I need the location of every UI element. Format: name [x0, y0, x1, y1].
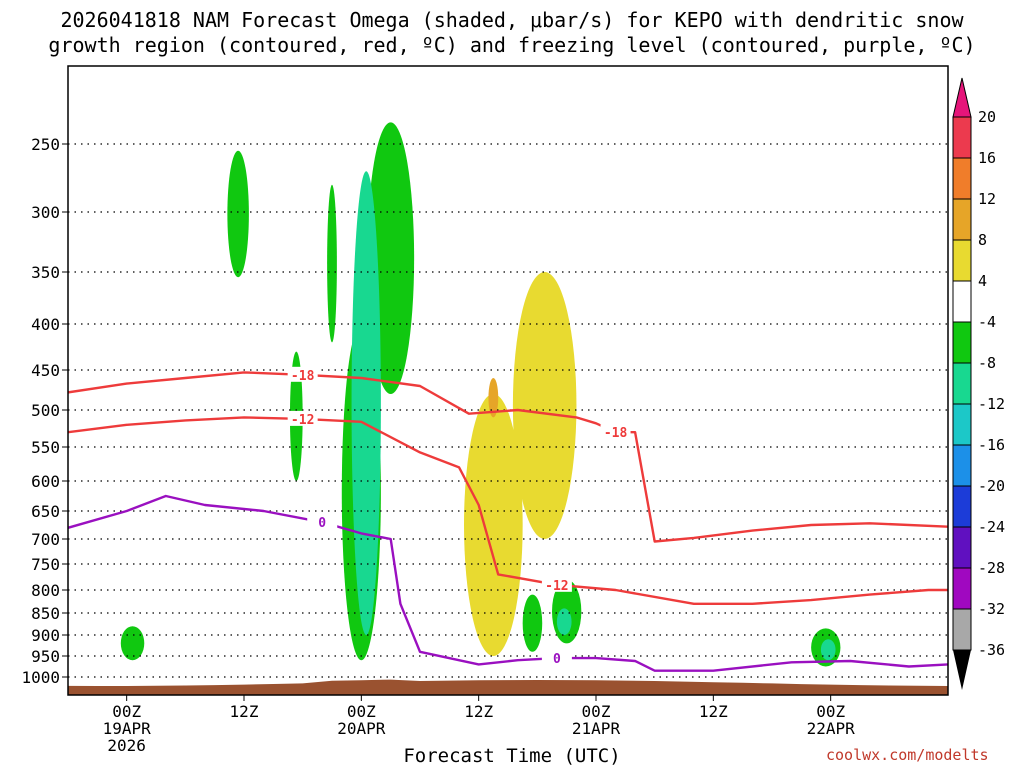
y-tick-600: 600: [31, 472, 60, 491]
colorbar-swatch-5: [952, 321, 972, 364]
y-tick-1000: 1000: [21, 668, 60, 687]
colorbar: 20 16 12 8 4 -4 -8 -12 -16 -20 -24 -28 -32 -36: [952, 77, 1005, 690]
contour-line--18-0: [68, 371, 948, 543]
x-tick-label-0-0: 00Z: [112, 702, 141, 721]
colorbar-label-2: 12: [978, 190, 996, 208]
colorbar-label-8: -16: [978, 436, 1005, 454]
colorbar-swatch-9: [952, 485, 972, 528]
x-tick-label-24-0: 00Z: [347, 702, 376, 721]
x-tick-label-72-0: 00Z: [816, 702, 845, 721]
colorbar-swatch-11: [952, 567, 972, 610]
colorbar-swatch-12: [952, 608, 972, 651]
colorbar-swatch-3: [952, 239, 972, 282]
colorbar-label-6: -8: [978, 354, 996, 372]
y-tick-950: 950: [31, 647, 60, 666]
colorbar-swatch-1: [952, 157, 972, 200]
credit-link[interactable]: coolwx.com/modelts: [826, 746, 989, 764]
x-axis-label: Forecast Time (UTC): [403, 745, 621, 767]
x-tick-label-60-0: 12Z: [699, 702, 728, 721]
omega-region-6: [522, 594, 543, 652]
contour-label-bg: [287, 410, 318, 426]
x-tick-label-72-1: 22APR: [807, 719, 856, 738]
contour-label-bg: [541, 576, 572, 592]
omega-region-9: [351, 171, 381, 635]
x-tick-label-0-1: 19APR: [103, 719, 152, 738]
omega-region-11: [820, 639, 836, 661]
omega-region-3: [327, 184, 337, 343]
colorbar-swatch-4: [952, 280, 972, 323]
pressure-axis: 250 300 350 400 450 500 550 600 650 700 750 800 850 9…: [21, 135, 68, 687]
contour-label-0-0: 0: [318, 516, 326, 531]
y-tick-750: 750: [31, 555, 60, 574]
omega-region-14: [488, 378, 499, 418]
y-tick-650: 650: [31, 502, 60, 521]
contour-label-bg: [307, 514, 338, 530]
colorbar-label-3: 8: [978, 231, 987, 249]
contour-label--12-1: -12: [545, 579, 568, 594]
contour-label-bg: [541, 650, 572, 666]
contour-label--18-0: -18: [291, 369, 315, 384]
colorbar-label-9: -20: [978, 477, 1005, 495]
colorbar-label-7: -12: [978, 395, 1005, 413]
omega-region-10: [556, 608, 572, 635]
ground-terrain: [68, 679, 948, 695]
colorbar-label-4: 4: [978, 272, 987, 290]
y-tick-700: 700: [31, 530, 60, 549]
colorbar-label-12: -32: [978, 600, 1005, 618]
colorbar-label-1: 16: [978, 149, 996, 167]
x-tick-label-36-0: 12Z: [464, 702, 493, 721]
y-tick-800: 800: [31, 581, 60, 600]
y-tick-300: 300: [31, 203, 60, 222]
contour-label-bg: [287, 366, 318, 382]
colorbar-label-5: -4: [978, 313, 996, 331]
contour-layer: -18 -18 -12 -12 0 0: [68, 366, 948, 672]
colorbar-label-0: 20: [978, 108, 996, 126]
x-tick-label-0-2: 2026: [107, 736, 146, 755]
contour-label-bg: [600, 424, 631, 440]
y-tick-900: 900: [31, 626, 60, 645]
chart-title-line-1: 2026041818 NAM Forecast Omega (shaded, μ…: [60, 8, 964, 32]
colorbar-label-10: -24: [978, 518, 1005, 536]
colorbar-label-11: -28: [978, 559, 1005, 577]
omega-region-0: [120, 626, 145, 661]
contour-label--18-1: -18: [604, 426, 628, 441]
y-tick-500: 500: [31, 401, 60, 420]
plot-frame: [67, 65, 949, 696]
x-tick-label-12-0: 12Z: [230, 702, 259, 721]
y-tick-350: 350: [31, 263, 60, 282]
colorbar-swatch-7: [952, 403, 972, 446]
colorbar-swatch-0: [952, 116, 972, 159]
colorbar-top-arrow: [952, 77, 972, 118]
contour-line--12-1: [68, 416, 948, 605]
chart-title-line-2: growth region (contoured, red, ºC) and f…: [48, 33, 976, 57]
omega-region-13: [512, 272, 577, 539]
x-tick-label-48-1: 21APR: [572, 719, 621, 738]
colorbar-swatch-2: [952, 198, 972, 241]
x-tick-label-24-1: 20APR: [337, 719, 386, 738]
colorbar-swatch-6: [952, 362, 972, 405]
colorbar-swatch-10: [952, 526, 972, 569]
contour-line-0-2: [68, 494, 948, 672]
y-tick-250: 250: [31, 135, 60, 154]
colorbar-bottom-arrow: [953, 650, 971, 690]
y-tick-550: 550: [31, 438, 60, 457]
y-tick-450: 450: [31, 361, 60, 380]
omega-region-1: [227, 150, 249, 278]
colorbar-label-13: -36: [978, 641, 1005, 659]
y-tick-400: 400: [31, 315, 60, 334]
contour-label--12-0: -12: [291, 413, 314, 428]
contour-label-0-1: 0: [553, 652, 561, 667]
y-tick-850: 850: [31, 604, 60, 623]
colorbar-swatch-8: [952, 444, 972, 487]
x-tick-label-48-0: 00Z: [582, 702, 611, 721]
